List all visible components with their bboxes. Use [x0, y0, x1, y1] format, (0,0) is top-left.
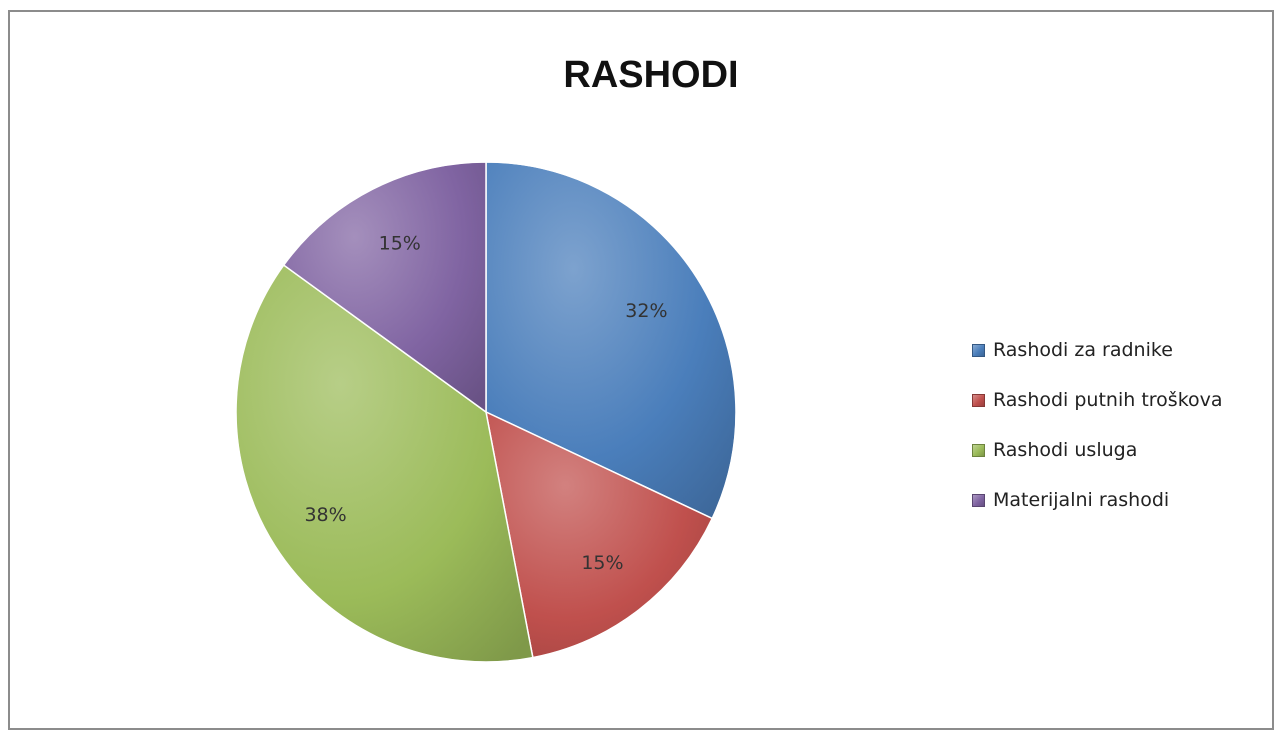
data-label: 15% [581, 552, 623, 574]
legend-label: Rashodi putnih troškova [993, 389, 1223, 411]
legend-swatch [972, 494, 985, 507]
legend-label: Materijalni rashodi [993, 489, 1169, 511]
legend-label: Rashodi usluga [993, 439, 1137, 461]
legend: Rashodi za radnike Rashodi putnih troško… [972, 325, 1223, 525]
data-label: 15% [379, 233, 421, 255]
legend-label: Rashodi za radnike [993, 339, 1173, 361]
legend-swatch [972, 344, 985, 357]
legend-item: Rashodi putnih troškova [972, 375, 1223, 425]
legend-swatch [972, 394, 985, 407]
legend-item: Rashodi za radnike [972, 325, 1223, 375]
data-label: 38% [304, 504, 346, 526]
legend-item: Rashodi usluga [972, 425, 1223, 475]
legend-swatch [972, 444, 985, 457]
legend-item: Materijalni rashodi [972, 475, 1223, 525]
data-label: 32% [625, 300, 667, 322]
